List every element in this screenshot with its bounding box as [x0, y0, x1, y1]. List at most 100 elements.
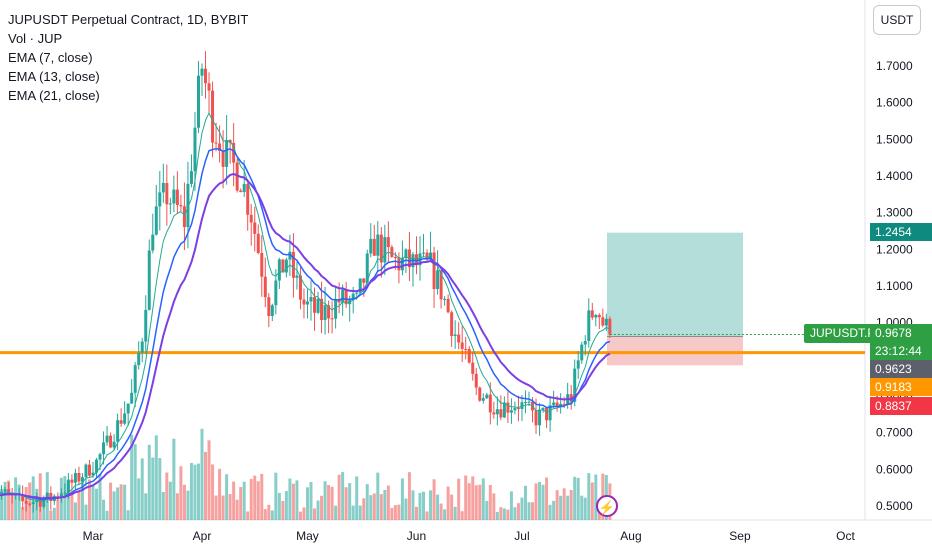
volume-bar: [38, 473, 42, 520]
candle-body: [242, 184, 246, 193]
volume-bar: [56, 499, 60, 520]
candle-body: [481, 398, 485, 401]
volume-bar: [84, 504, 88, 520]
volume-bar: [277, 492, 281, 520]
candle-body: [288, 251, 292, 260]
volume-bar: [583, 497, 587, 520]
legend-title[interactable]: JUPUSDT Perpetual Contract, 1D, BYBIT: [8, 12, 249, 27]
candle-body: [246, 184, 250, 215]
candlestick-series: [0, 51, 612, 513]
candle-body: [302, 299, 306, 305]
volume-bar: [140, 458, 144, 520]
volume-bar: [91, 484, 95, 520]
volume-bar: [288, 478, 292, 520]
volume-bar: [225, 474, 229, 520]
candle-body: [179, 205, 183, 207]
volume-bar: [204, 451, 208, 520]
candle-body: [320, 298, 324, 321]
candle-body: [516, 408, 520, 410]
volume-bar: [348, 483, 352, 520]
candle-body: [186, 183, 190, 228]
volume-bar: [580, 495, 584, 520]
volume-bar: [87, 479, 91, 520]
volume-bar: [418, 492, 422, 520]
volume-bar: [232, 481, 236, 520]
price-scale[interactable]: [865, 0, 932, 550]
volume-bar: [513, 507, 517, 520]
legend-volume[interactable]: Vol · JUP: [8, 31, 63, 46]
candle-body: [580, 344, 584, 361]
x-tick-label: Sep: [729, 529, 751, 543]
volume-bar: [147, 444, 151, 520]
candle-body: [541, 407, 545, 410]
candle-body: [400, 258, 404, 271]
legend-ema13[interactable]: EMA (13, close): [8, 69, 100, 84]
candle-body: [327, 305, 331, 319]
volume-bar: [172, 438, 176, 520]
volume-bar: [309, 482, 313, 520]
volume-bar: [0, 488, 4, 520]
currency-unit-button[interactable]: USDT: [873, 5, 921, 35]
candle-body: [63, 492, 67, 494]
volume-bar: [422, 491, 426, 520]
stop-zone[interactable]: [607, 336, 743, 366]
volume-bar: [239, 487, 243, 520]
volume-bar: [284, 491, 288, 520]
volume-bar: [207, 440, 211, 520]
volume-bar: [95, 488, 99, 520]
candle-body: [66, 479, 70, 493]
volume-bar: [102, 499, 106, 520]
candle-body: [45, 492, 49, 500]
volume-bar: [182, 484, 186, 520]
candle-body: [73, 472, 77, 483]
volume-bar: [587, 473, 591, 520]
entry-price-label: 0.9623: [870, 360, 932, 378]
lightning-icon[interactable]: ⚡: [596, 495, 618, 517]
candle-body: [24, 501, 28, 504]
ema13-line[interactable]: [0, 147, 611, 501]
volume-bar: [404, 498, 408, 520]
target-zone[interactable]: [607, 232, 743, 337]
ema21-line[interactable]: [0, 172, 611, 500]
volume-bar: [260, 473, 264, 520]
candle-body: [513, 408, 517, 411]
volume-bar: [495, 511, 499, 520]
candle-body: [42, 499, 46, 507]
volume-bar: [133, 444, 137, 520]
candle-body: [425, 252, 429, 260]
volume-bar: [393, 505, 397, 520]
candle-body: [112, 441, 116, 448]
volume-bar: [386, 485, 390, 520]
candle-body: [218, 143, 222, 151]
volume-bar: [337, 474, 341, 520]
volume-bar: [446, 486, 450, 520]
ema7-line[interactable]: [0, 111, 611, 503]
candle-body: [144, 309, 148, 342]
legend-ema7[interactable]: EMA (7, close): [8, 50, 93, 65]
candle-body: [154, 206, 158, 235]
countdown-label: 23:12:44: [870, 342, 932, 360]
candle-body: [295, 275, 299, 278]
volume-bar: [316, 500, 320, 520]
candle-body: [147, 250, 151, 310]
y-tick-label: 0.6000: [876, 462, 913, 476]
y-tick-label: 0.7000: [876, 426, 913, 440]
candle-body: [548, 405, 552, 421]
candle-body: [323, 305, 327, 321]
volume-bar: [168, 481, 172, 520]
volume-bar: [390, 507, 394, 520]
candle-body: [372, 238, 376, 256]
volume-bar: [7, 480, 11, 520]
candle-body: [126, 403, 130, 414]
candle-body: [105, 435, 109, 443]
volume-bar: [73, 502, 77, 520]
candle-body: [404, 249, 408, 259]
candle-body: [597, 314, 601, 318]
volume-bar: [464, 475, 468, 520]
legend-ema21[interactable]: EMA (21, close): [8, 88, 100, 103]
candle-body: [330, 318, 334, 320]
volume-bar: [211, 464, 215, 520]
candle-body: [362, 278, 366, 283]
